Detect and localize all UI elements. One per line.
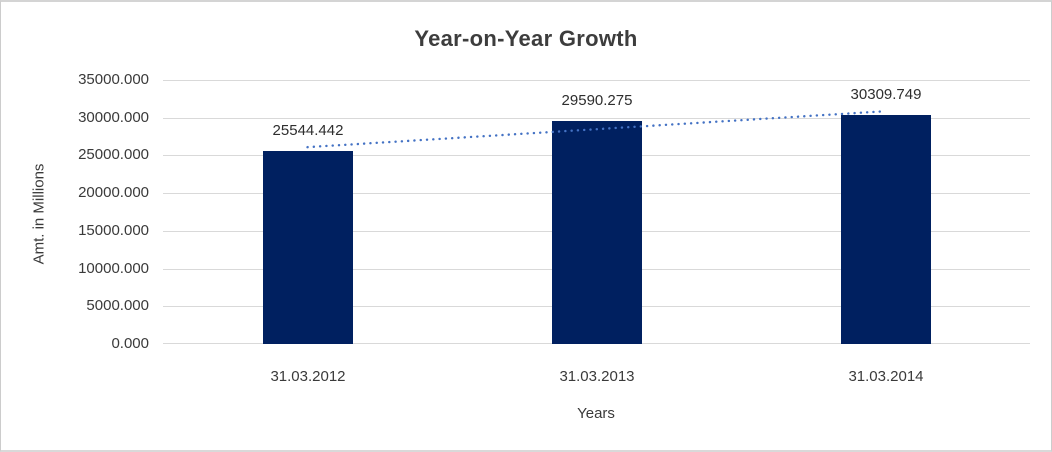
trendline <box>306 109 887 149</box>
y-axis-title: Amt. in Millions <box>30 163 48 265</box>
plot-area: 25544.442 29590.275 30309.749 <box>163 80 1030 344</box>
y-tick-label: 25000.000 <box>78 146 149 164</box>
gridline <box>163 118 1030 119</box>
bar <box>841 115 931 344</box>
x-tick-label: 31.03.2014 <box>848 368 924 385</box>
y-tick-label: 0.000 <box>111 335 149 352</box>
bar-value-label: 29590.275 <box>561 92 633 109</box>
bar-value-label: 25544.442 <box>272 122 344 139</box>
x-axis-title: Years <box>577 405 615 422</box>
y-tick-label: 30000.000 <box>78 108 149 126</box>
y-tick-label: 15000.000 <box>78 221 149 239</box>
x-tick-label: 31.03.2012 <box>270 368 346 385</box>
x-tick-label: 31.03.2013 <box>559 368 635 385</box>
gridline <box>163 80 1030 81</box>
bar <box>552 121 642 344</box>
y-tick-label: 20000.000 <box>78 184 149 202</box>
y-tick-label: 35000.000 <box>78 71 149 88</box>
y-tick-label: 10000.000 <box>78 259 149 277</box>
chart-title: Year-on-Year Growth <box>414 26 638 51</box>
bar <box>263 151 353 344</box>
bar-value-label: 30309.749 <box>850 86 922 103</box>
y-tick-label: 5000.000 <box>86 297 149 315</box>
